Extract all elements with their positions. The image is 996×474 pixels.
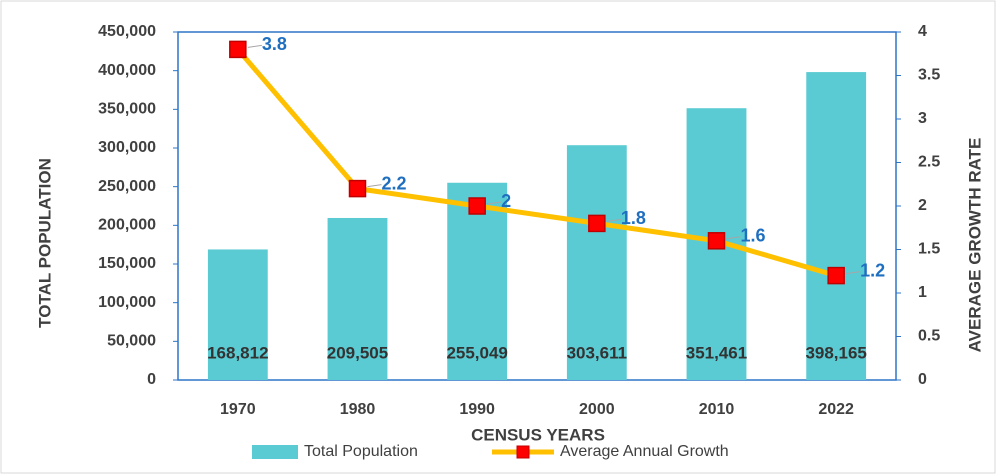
y2-tick-label: 3.5 (918, 67, 940, 84)
bar (327, 217, 388, 380)
label-leader (487, 201, 502, 205)
y2-tick-label: 2 (918, 197, 927, 214)
label-leader (367, 184, 382, 188)
y2-tick-label: 2.5 (918, 154, 940, 171)
x-tick-label: 2000 (579, 401, 615, 418)
x-tick-label: 1990 (459, 401, 495, 418)
label-leader (846, 271, 861, 275)
y2-tick-label: 3 (918, 110, 927, 127)
y2-tick-label: 0.5 (918, 328, 940, 345)
line-marker (827, 266, 845, 285)
y-tick-label: 50,000 (107, 333, 156, 350)
bar (207, 249, 268, 380)
label-leader (726, 236, 741, 240)
x-tick-label: 2010 (699, 401, 735, 418)
x-axis-title: CENSUS YEARS (471, 425, 605, 444)
bar (806, 72, 867, 381)
line (235, 47, 837, 279)
bar-value-label: 255,049 (446, 343, 507, 362)
legend-label: Total Population (304, 443, 418, 460)
bar-value-label: 303,611 (567, 343, 628, 362)
y-tick-label: 0 (147, 371, 156, 388)
y-tick-label: 400,000 (98, 62, 156, 79)
line-marker (707, 232, 726, 250)
bar (447, 182, 508, 380)
y-tick-label: 200,000 (98, 217, 156, 234)
legend-swatch (252, 445, 298, 459)
bar (566, 145, 627, 380)
y-tick-label: 300,000 (98, 139, 156, 156)
line-marker (348, 179, 367, 198)
line-value-label: 1.2 (860, 260, 885, 280)
bar-value-label: 168,812 (207, 343, 268, 362)
y2-tick-label: 1.5 (918, 241, 940, 258)
y2-tick-label: 4 (918, 23, 927, 40)
y-tick-label: 250,000 (98, 178, 156, 195)
y2-tick-label: 1 (918, 284, 927, 301)
y-tick-label: 450,000 (98, 23, 156, 40)
legend-marker (516, 445, 530, 459)
bar-value-label: 351,461 (686, 343, 747, 362)
line-value-label: 1.6 (741, 226, 766, 246)
y-tick-label: 150,000 (98, 255, 156, 272)
label-leader (606, 218, 621, 222)
line-marker (468, 197, 486, 215)
line-value-label: 1.8 (621, 208, 646, 228)
line-value-label: 3.8 (262, 34, 287, 54)
line-value-label: 2 (501, 191, 511, 211)
label-leader (247, 44, 262, 48)
x-tick-label: 1970 (220, 401, 256, 418)
y2-axis-title: AVERAGE GROWTH RATE (965, 138, 984, 353)
line-marker (588, 214, 606, 233)
line-value-label: 2.2 (382, 173, 407, 193)
y-axis-title: TOTAL POPULATION (35, 158, 54, 328)
y2-tick-label: 0 (918, 371, 927, 388)
y-tick-label: 350,000 (98, 101, 156, 118)
bar-value-label: 209,505 (327, 343, 388, 362)
bar-value-label: 398,165 (805, 343, 866, 362)
legend-label: Average Annual Growth (560, 443, 729, 460)
line-marker (229, 40, 247, 59)
x-tick-label: 2022 (818, 401, 854, 418)
y-tick-label: 100,000 (98, 294, 156, 311)
x-tick-label: 1980 (340, 401, 376, 418)
